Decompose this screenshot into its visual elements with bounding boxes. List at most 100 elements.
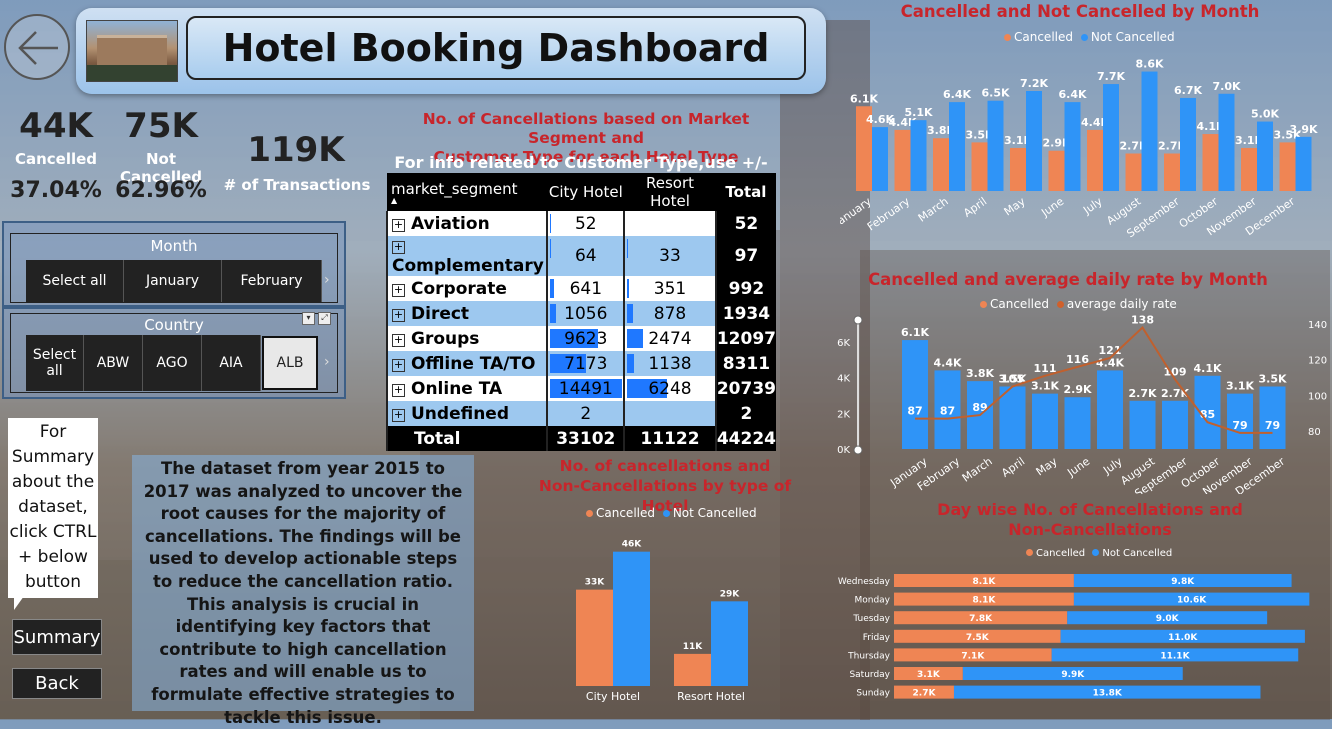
- not-cancelled-bar[interactable]: [1296, 137, 1312, 191]
- segment-cell[interactable]: +Undefined: [387, 401, 547, 426]
- segment-cell[interactable]: +Offline TA/TO: [387, 351, 547, 376]
- not-cancelled-bar[interactable]: [949, 102, 965, 191]
- month-chip-select-all[interactable]: Select all: [26, 260, 124, 302]
- chevron-right-icon[interactable]: ›: [324, 354, 330, 370]
- not-cancelled-bar[interactable]: [1219, 94, 1235, 191]
- resort-data-bar: [627, 279, 629, 298]
- cancelled-bar[interactable]: [1087, 130, 1103, 191]
- not-cancelled-bar[interactable]: [1065, 102, 1081, 191]
- cancelled-bar[interactable]: [933, 138, 949, 191]
- plus-box-icon[interactable]: +: [392, 284, 405, 297]
- total-label: Total: [387, 426, 547, 451]
- cancelled-bar[interactable]: [1130, 401, 1156, 449]
- chevron-right-icon[interactable]: ›: [324, 272, 330, 288]
- plus-box-icon[interactable]: +: [392, 241, 405, 254]
- hotel-photo-icon: [86, 20, 178, 82]
- country-chip-alb[interactable]: ALB: [262, 336, 318, 390]
- x-tick-label: March: [916, 195, 951, 225]
- kpi-transactions-value: 119K: [226, 130, 366, 170]
- cancelled-bar[interactable]: [1065, 397, 1091, 449]
- not-cancelled-bar[interactable]: [1103, 84, 1119, 191]
- cancelled-bar[interactable]: [1164, 154, 1180, 192]
- cancelled-bar[interactable]: [1032, 394, 1058, 449]
- resort-cell: [624, 401, 716, 426]
- plus-box-icon[interactable]: +: [392, 384, 405, 397]
- header-total[interactable]: Total: [716, 173, 776, 211]
- cancelled-bar[interactable]: [1162, 401, 1188, 449]
- data-label: 10.6K: [1177, 596, 1207, 606]
- country-chip-aia[interactable]: AIA: [202, 335, 261, 391]
- month-chip-february[interactable]: February: [222, 260, 322, 302]
- filter-icon[interactable]: ▾: [302, 312, 315, 325]
- header-resort-hotel[interactable]: Resort Hotel: [624, 173, 716, 211]
- cancelled-bar[interactable]: [1000, 387, 1026, 450]
- cancelled-bar[interactable]: [1010, 148, 1026, 191]
- y-tick-label: Monday: [854, 596, 890, 606]
- segment-cell[interactable]: +Corporate: [387, 276, 547, 301]
- segment-cell[interactable]: +Complementary: [387, 236, 547, 276]
- not-cancelled-bar[interactable]: [1180, 98, 1196, 191]
- not-cancelled-bar[interactable]: [988, 101, 1004, 191]
- segment-cell[interactable]: +Direct: [387, 301, 547, 326]
- cancelled-bar[interactable]: [972, 142, 988, 191]
- cancelled-bar[interactable]: [1126, 154, 1142, 192]
- country-slicer-title: Country: [11, 316, 337, 334]
- plus-box-icon[interactable]: +: [392, 334, 405, 347]
- back-button[interactable]: Back: [12, 668, 102, 699]
- x-tick-label: City Hotel: [586, 690, 640, 703]
- not-cancelled-bar[interactable]: [1026, 91, 1042, 191]
- cancelled-bar[interactable]: [1241, 148, 1257, 191]
- cancelled-bar[interactable]: [1203, 134, 1219, 191]
- country-chip-abw[interactable]: ABW: [84, 335, 143, 391]
- country-chip-select-all[interactable]: Select all: [26, 335, 84, 391]
- plus-box-icon[interactable]: +: [392, 359, 405, 372]
- plus-box-icon[interactable]: +: [392, 409, 405, 422]
- y-tick-label: 6K: [837, 338, 850, 349]
- adr-label: 79: [1265, 419, 1280, 432]
- not-cancelled-bar[interactable]: [1142, 72, 1158, 191]
- header-city-hotel[interactable]: City Hotel: [547, 173, 624, 211]
- plus-box-icon[interactable]: +: [392, 219, 405, 232]
- data-label: 11.1K: [1160, 651, 1190, 661]
- back-circle-button[interactable]: [4, 14, 70, 80]
- cancelled-bar[interactable]: [1260, 387, 1286, 450]
- total-resort: 11122: [624, 426, 716, 451]
- cancelled-bar[interactable]: [902, 340, 928, 449]
- data-label: 9.0K: [1156, 614, 1180, 624]
- country-chip-ago[interactable]: AGO: [143, 335, 202, 391]
- header-market-segment[interactable]: market_segment▲: [387, 173, 547, 211]
- cancelled-bar[interactable]: [674, 654, 711, 686]
- city-data-bar: [550, 279, 553, 298]
- segment-cell[interactable]: +Aviation: [387, 211, 547, 236]
- not-cancelled-bar[interactable]: [872, 127, 888, 191]
- range-slider-handle[interactable]: [854, 316, 862, 324]
- range-slider-handle[interactable]: [854, 446, 862, 454]
- segment-cell[interactable]: +Groups: [387, 326, 547, 351]
- focus-mode-icon[interactable]: ⤢: [318, 312, 331, 325]
- not-cancelled-bar[interactable]: [711, 601, 748, 686]
- cancelled-bar[interactable]: [895, 130, 911, 191]
- cancelled-bar[interactable]: [1049, 151, 1065, 191]
- y2-tick-label: 140: [1308, 320, 1327, 331]
- plus-box-icon[interactable]: +: [392, 309, 405, 322]
- y-tick-label: Sunday: [856, 689, 890, 699]
- not-cancelled-bar[interactable]: [1257, 122, 1273, 191]
- cancelled-bar[interactable]: [1280, 142, 1296, 191]
- month-chip-january[interactable]: January: [124, 260, 222, 302]
- adr-chart-title: Cancelled and average daily rate by Mont…: [868, 270, 1268, 289]
- summary-button[interactable]: Summary: [12, 619, 102, 655]
- not-cancelled-bar[interactable]: [613, 552, 650, 686]
- data-label: 6.4K: [1058, 88, 1086, 101]
- kpi-not-cancelled-pct: 62.96%: [106, 178, 216, 203]
- cancelled-bar[interactable]: [1097, 370, 1123, 449]
- not-cancelled-bar[interactable]: [911, 120, 927, 191]
- segment-cell[interactable]: +Online TA: [387, 376, 547, 401]
- x-tick-label: February: [865, 195, 913, 234]
- dataset-summary: The dataset from year 2015 to 2017 was a…: [132, 455, 474, 711]
- cancelled-bar[interactable]: [576, 590, 613, 686]
